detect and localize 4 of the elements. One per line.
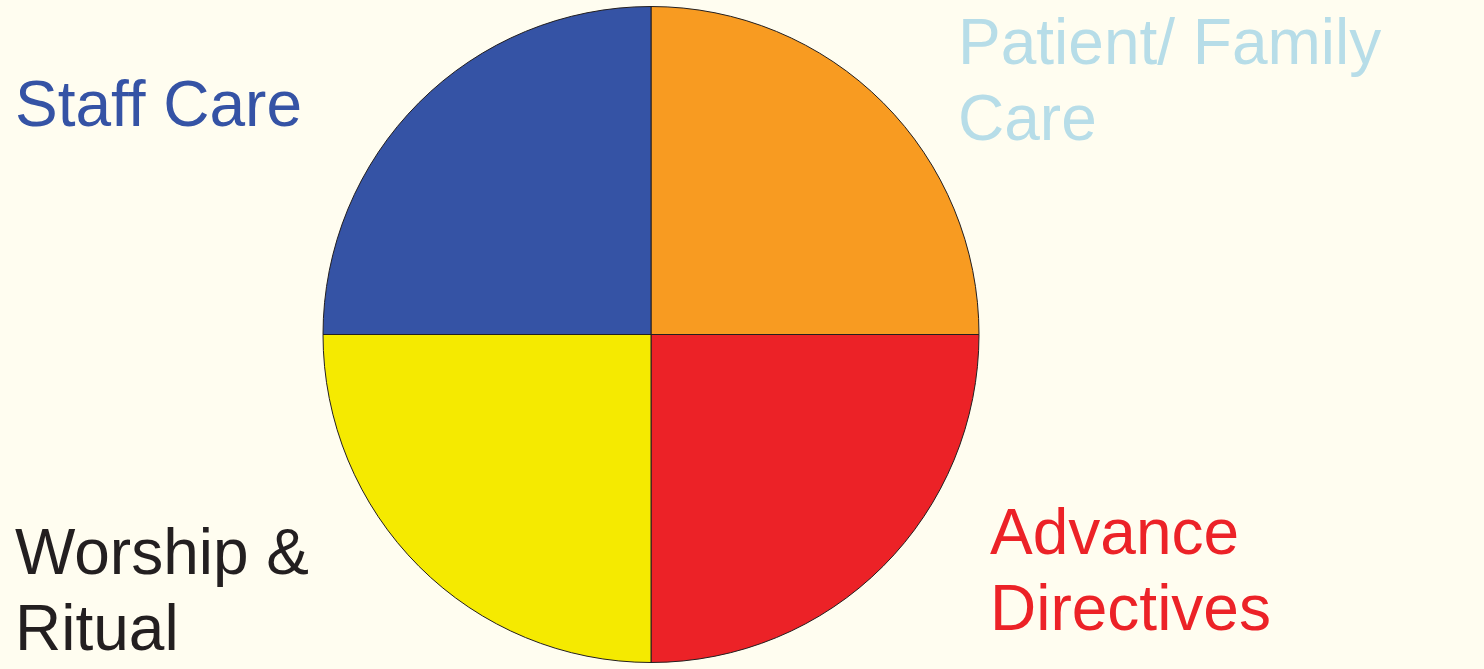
slice-label: Staff Care [15, 67, 303, 142]
slice-label: Advance Directives [990, 495, 1272, 646]
slice-label: Worship & Ritual [15, 515, 311, 666]
slice-label: Patient/ Family Care [958, 5, 1383, 156]
